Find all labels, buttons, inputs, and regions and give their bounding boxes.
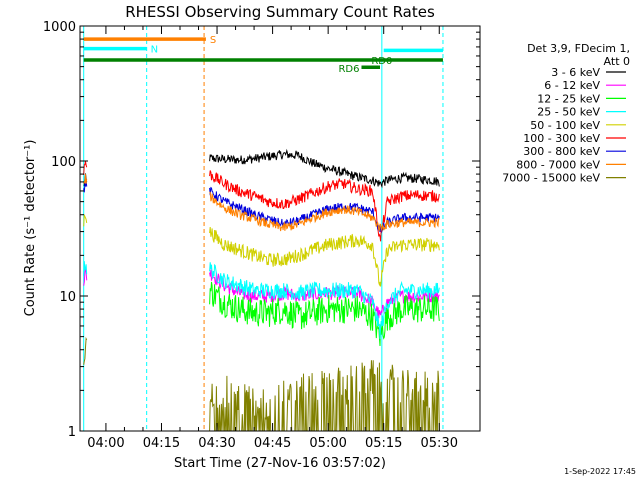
series-segment <box>83 161 88 176</box>
series-segment <box>209 262 440 339</box>
x-tick-label: 05:30 <box>421 436 458 451</box>
series-segment <box>83 336 88 365</box>
y-tick-label: 10 <box>59 290 76 305</box>
legend-label: 3 - 6 keV <box>551 66 600 79</box>
y-axis-label: Count Rate (s⁻¹ detector⁻¹) <box>23 140 38 317</box>
y-tick-label: 1000 <box>43 20 76 35</box>
series-segment <box>83 214 88 227</box>
flag-label: RD6 <box>338 64 359 75</box>
y-tick-label: 1 <box>68 425 76 440</box>
y-axis: 1 10 100 1000 <box>43 20 480 440</box>
series-segment <box>209 281 440 347</box>
legend-header-line-2: Att 0 <box>604 55 630 68</box>
flag-label: S <box>210 35 216 46</box>
data-layer: S N RD0 RD6 <box>83 26 444 432</box>
x-axis: 04:00 04:15 04:30 04:45 05:00 05:15 05:30 <box>87 26 458 451</box>
plot-frame <box>79 25 481 432</box>
series-trace <box>83 161 440 242</box>
series-segment <box>209 191 440 232</box>
legend-label: 12 - 25 keV <box>537 92 600 105</box>
legend-label: 300 - 800 keV <box>523 145 600 158</box>
legend-label: 7000 - 15000 keV <box>502 172 600 185</box>
x-tick-label: 05:00 <box>309 436 346 451</box>
series-trace <box>209 281 440 347</box>
x-axis-label: Start Time (27-Nov-16 03:57:02) <box>174 456 386 471</box>
series-segment <box>83 174 88 184</box>
legend-label: 25 - 50 keV <box>537 106 600 119</box>
series-segment <box>209 148 440 189</box>
series-segment <box>209 226 440 287</box>
legend-label: 50 - 100 keV <box>530 119 600 132</box>
legend-label: 100 - 300 keV <box>523 132 600 145</box>
chart-title: RHESSI Observing Summary Count Rates <box>125 3 435 21</box>
legend-label: 800 - 7000 keV <box>516 158 600 171</box>
x-tick-label: 04:30 <box>198 436 235 451</box>
series-segment <box>209 186 440 234</box>
series-trace <box>83 261 440 339</box>
x-tick-label: 05:15 <box>365 436 402 451</box>
x-tick-label: 04:15 <box>143 436 180 451</box>
legend-header-line-1: Det 3,9, FDecim 1, <box>527 42 630 55</box>
series-trace <box>83 214 440 287</box>
x-tick-label: 04:45 <box>254 436 291 451</box>
series-trace <box>83 174 440 232</box>
series-segment <box>83 261 88 276</box>
x-tick-label: 04:00 <box>87 436 124 451</box>
flag-label: N <box>151 45 158 56</box>
y-tick-label: 100 <box>51 155 76 170</box>
series-segment <box>209 170 440 242</box>
timestamp: 1-Sep-2022 17:45 <box>564 467 636 476</box>
legend-label: 6 - 12 keV <box>544 79 600 92</box>
flag-label: RD0 <box>371 56 392 67</box>
